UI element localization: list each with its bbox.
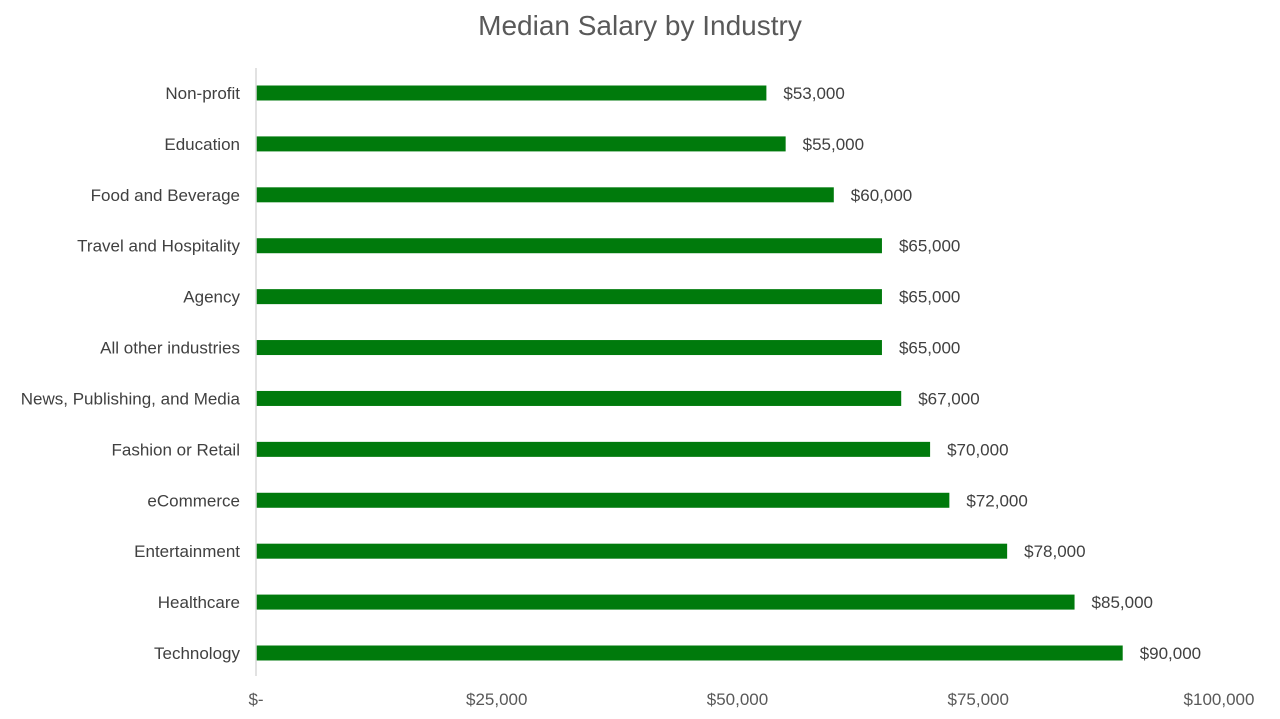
bar-1: [256, 85, 767, 101]
bar-9: [256, 492, 950, 508]
data-label: $65,000: [899, 288, 960, 307]
bar-6: [256, 340, 882, 356]
category-label: Entertainment: [134, 542, 240, 561]
data-label: $53,000: [783, 84, 844, 103]
category-label: Education: [164, 135, 240, 154]
data-label: $65,000: [899, 339, 960, 358]
data-label: $85,000: [1092, 593, 1153, 612]
x-axis-ticks: $- $25,000 $50,000 $75,000 $100,000: [248, 690, 1254, 709]
x-tick-label: $25,000: [466, 690, 527, 709]
x-tick-label: $100,000: [1184, 690, 1255, 709]
bar-5: [256, 289, 882, 305]
data-label: $78,000: [1024, 542, 1085, 561]
bar-3: [256, 187, 834, 203]
bar-4: [256, 238, 882, 254]
category-label: Agency: [183, 288, 240, 307]
bar-7: [256, 390, 902, 406]
category-label: Non-profit: [165, 84, 240, 103]
data-label: $67,000: [918, 389, 979, 408]
category-label: Travel and Hospitality: [77, 237, 240, 256]
bar-11: [256, 594, 1075, 610]
x-tick-label: $75,000: [948, 690, 1009, 709]
category-label: Food and Beverage: [91, 186, 240, 205]
bar-10: [256, 543, 1008, 559]
bars-layer: [256, 85, 1123, 661]
data-label: $65,000: [899, 237, 960, 256]
data-label: $72,000: [966, 491, 1027, 510]
category-label: Fashion or Retail: [111, 440, 240, 459]
x-tick-label: $-: [248, 690, 263, 709]
data-label: $60,000: [851, 186, 912, 205]
category-label: Healthcare: [158, 593, 240, 612]
bar-12: [256, 645, 1123, 661]
data-label: $55,000: [803, 135, 864, 154]
chart-title: Median Salary by Industry: [478, 10, 802, 41]
x-tick-label: $50,000: [707, 690, 768, 709]
category-label: News, Publishing, and Media: [21, 389, 241, 408]
data-label: $70,000: [947, 440, 1008, 459]
bar-8: [256, 441, 931, 457]
data-label: $90,000: [1140, 644, 1201, 663]
category-label: eCommerce: [147, 491, 240, 510]
category-label: All other industries: [100, 339, 240, 358]
category-label: Technology: [154, 644, 241, 663]
labels-layer: Non-profit $53,000 Education $55,000 Food an…: [21, 84, 1201, 663]
bar-2: [256, 136, 786, 152]
